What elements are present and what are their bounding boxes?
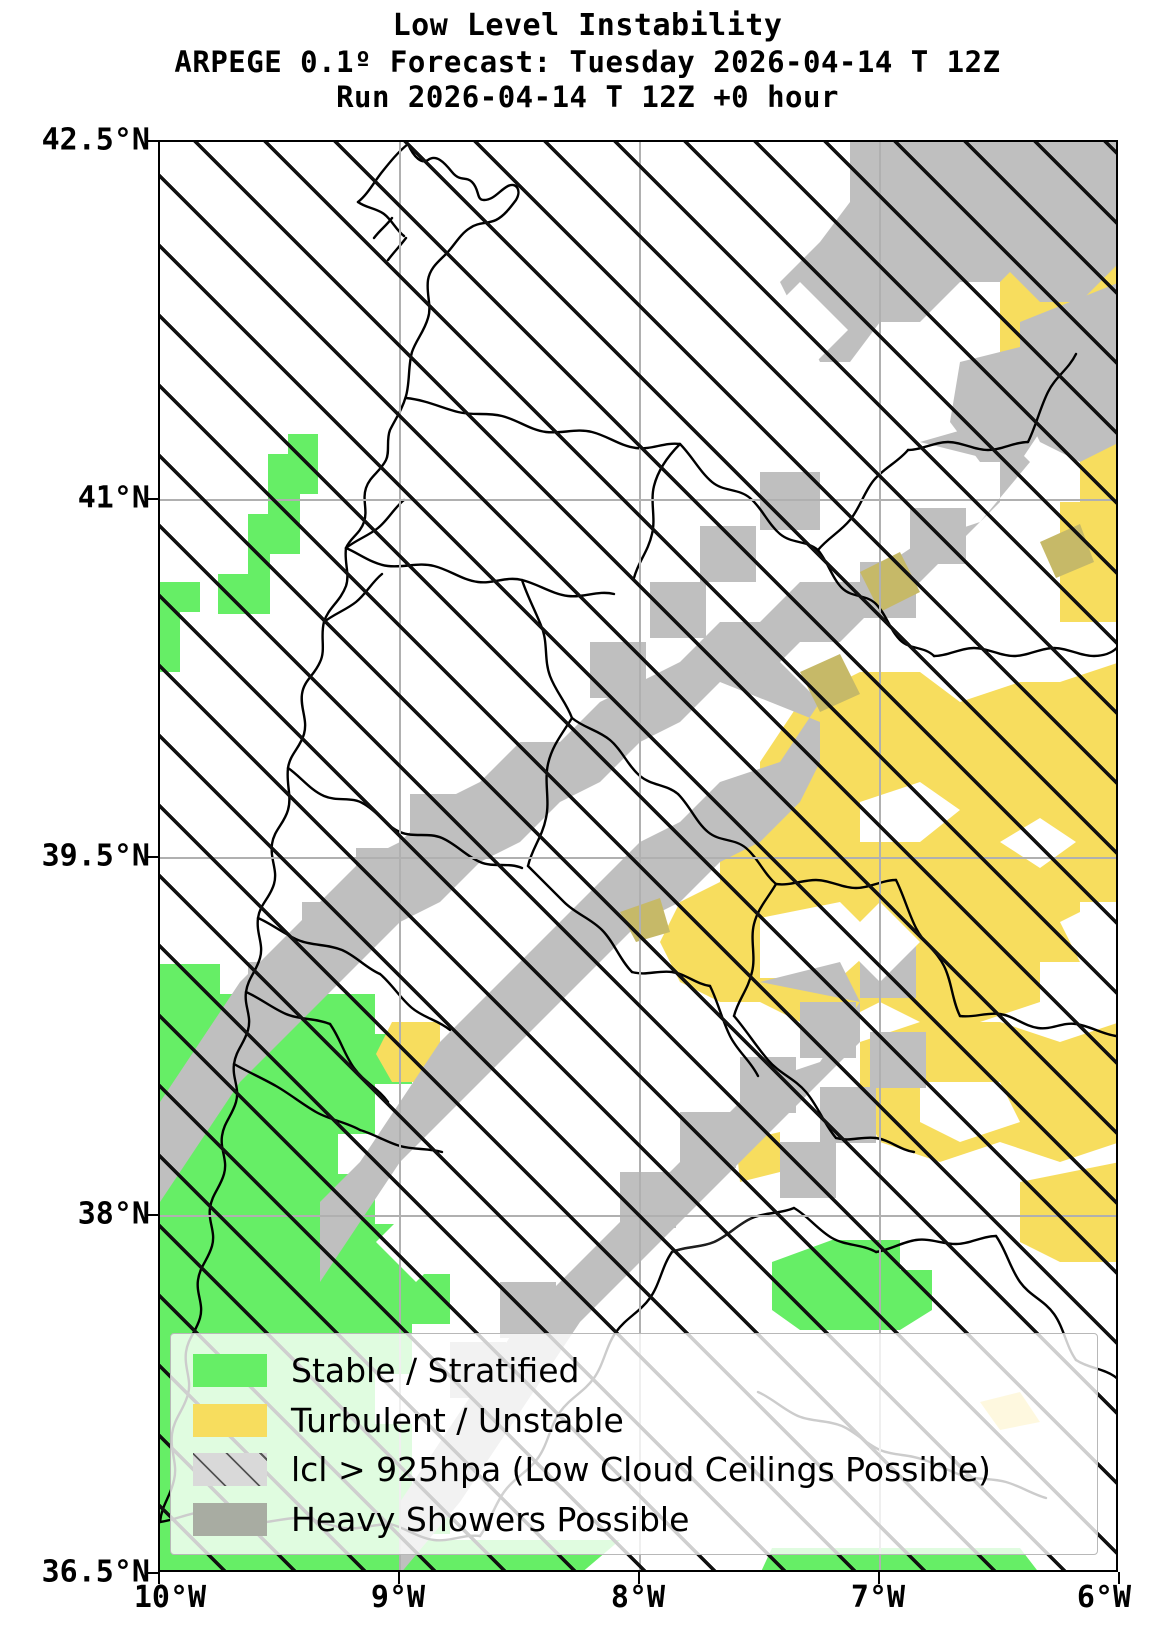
ytick-label-38: 38°N (77, 1196, 150, 1232)
title-block: Low Level Instability ARPEGE 0.1º Foreca… (0, 8, 1175, 115)
legend-swatch-lcl (193, 1453, 267, 1487)
ytick-mark-42-5 (146, 140, 158, 142)
map-legend: Stable / Stratified Turbulent / Unstable… (170, 1333, 1098, 1555)
legend-item-stable[interactable]: Stable / Stratified (193, 1347, 1081, 1395)
legend-label-stable: Stable / Stratified (291, 1351, 580, 1391)
forecast-subtitle: ARPEGE 0.1º Forecast: Tuesday 2026-04-14… (174, 44, 1001, 79)
legend-item-heavy-showers[interactable]: Heavy Showers Possible (193, 1495, 1081, 1543)
xtick-label-6w: 6°W (1076, 1580, 1132, 1615)
legend-swatch-turbulent (193, 1403, 267, 1437)
ytick-mark-36-5 (146, 1572, 158, 1574)
ytick-mark-41 (146, 498, 158, 500)
xtick-label-7w: 7°W (850, 1580, 906, 1615)
legend-swatch-heavy-showers (193, 1502, 267, 1536)
xtick-mark-9w (398, 1572, 400, 1584)
xtick-mark-8w (638, 1572, 640, 1584)
xtick-mark-10w (158, 1572, 160, 1584)
lcl-hatching-layer (160, 142, 1116, 1570)
run-subtitle: Run 2026-04-14 T 12Z +0 hour (336, 79, 839, 114)
xtick-mark-6w (1118, 1572, 1120, 1584)
page-title: Low Level Instability (392, 8, 783, 43)
xtick-label-8w: 8°W (610, 1580, 666, 1615)
legend-swatch-stable (193, 1354, 267, 1388)
legend-label-lcl: lcl > 925hpa (Low Cloud Ceilings Possibl… (291, 1450, 991, 1490)
ytick-label-42-5: 42.5°N (41, 122, 150, 158)
ytick-mark-39-5 (146, 856, 158, 858)
xtick-label-9w: 9°W (370, 1580, 426, 1615)
ytick-label-39-5: 39.5°N (41, 838, 150, 874)
ytick-label-41: 41°N (77, 480, 150, 516)
xtick-label-10w: 10°W (133, 1580, 207, 1615)
xtick-mark-7w (878, 1572, 880, 1584)
legend-label-turbulent: Turbulent / Unstable (291, 1400, 624, 1440)
legend-item-lcl[interactable]: lcl > 925hpa (Low Cloud Ceilings Possibl… (193, 1446, 1081, 1494)
legend-item-turbulent[interactable]: Turbulent / Unstable (193, 1396, 1081, 1444)
ytick-mark-38 (146, 1214, 158, 1216)
ytick-label-36-5: 36.5°N (41, 1554, 150, 1590)
legend-label-heavy-showers: Heavy Showers Possible (291, 1499, 690, 1539)
